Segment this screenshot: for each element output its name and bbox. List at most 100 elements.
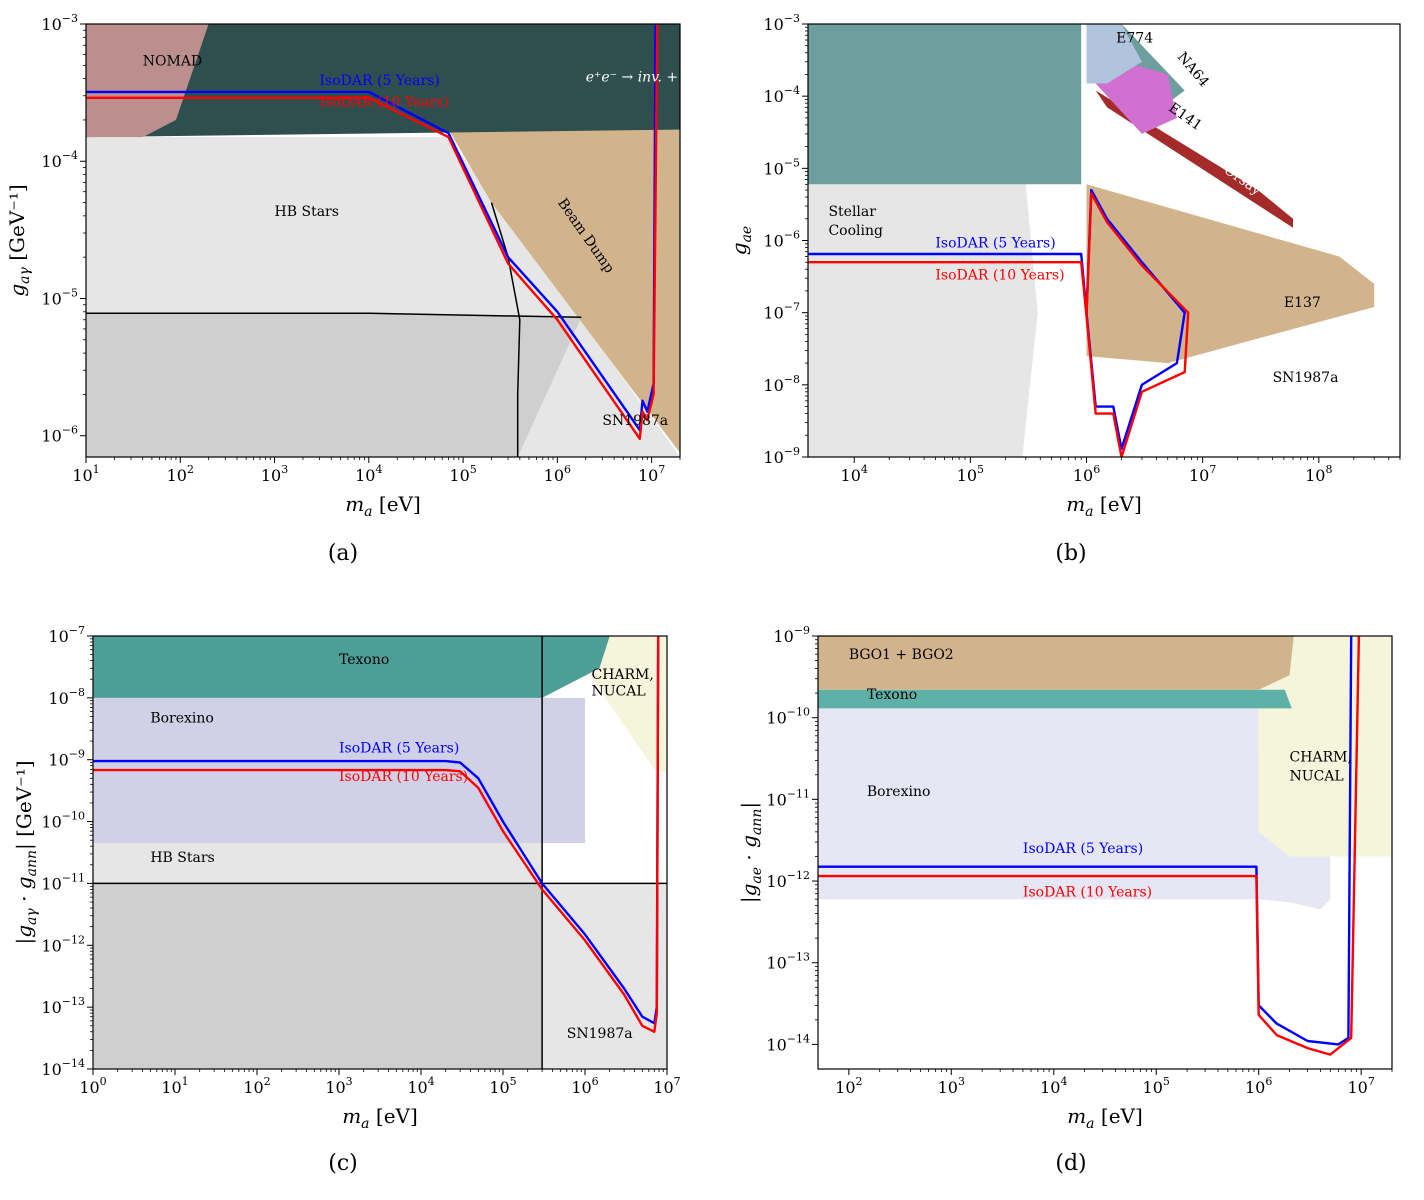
annotation-b-0: Stellar	[828, 204, 876, 220]
annotation-b-2: E774	[1116, 31, 1153, 47]
plot-area-d: BGO1 + BGO2 Texono Borexino CHARM, NUCAL IsoD…	[818, 636, 1392, 1069]
x-tick-label-a-4: 105	[449, 463, 476, 485]
panel-caption-c: (c)	[328, 1151, 358, 1176]
y-tick-label-b-1: 10−8	[763, 373, 800, 395]
axes-frame-a	[85, 23, 681, 458]
y-tick-label-c-7: 10−7	[48, 624, 85, 646]
y-tick-label-c-6: 10−8	[48, 686, 85, 708]
series-line-a-1	[86, 24, 659, 440]
y-tick-label-c-0: 10−14	[41, 1057, 85, 1079]
annotation-a-1: HB Stars	[275, 204, 339, 220]
annotation-b-8: IsoDAR (5 Years)	[935, 235, 1055, 251]
x-tick-label-a-2: 103	[261, 463, 288, 485]
region-b-1	[1086, 83, 1375, 364]
region-d-2	[818, 689, 1292, 709]
x-axis-label-c: ma [eV]	[342, 1104, 418, 1132]
region-b-6	[1086, 24, 1142, 84]
x-tick-label-c-6: 106	[571, 1075, 598, 1097]
annotation-d-3: CHARM,	[1290, 750, 1352, 766]
y-axis-label-a: gaγ [GeV⁻¹]	[5, 184, 33, 296]
x-tick-label-b-3: 107	[1189, 463, 1216, 485]
annotation-a-4: e⁺e⁻ → inv. + γ	[586, 70, 692, 86]
x-tick-label-b-2: 106	[1073, 463, 1100, 485]
y-tick-label-a-0: 10−6	[41, 424, 78, 446]
x-tick-label-c-4: 104	[407, 1075, 434, 1097]
y-tick-label-b-0: 10−9	[763, 445, 800, 467]
axes-frame-c	[92, 635, 668, 1070]
x-tick-label-a-1: 102	[167, 463, 194, 485]
annotation-b-6: E137	[1284, 295, 1321, 311]
series-line-b-1	[808, 192, 1190, 457]
x-tick-label-c-5: 105	[489, 1075, 516, 1097]
y-tick-label-d-3: 10−11	[766, 787, 810, 809]
region-c-1	[542, 883, 667, 1069]
annotation-a-2: SN1987a	[602, 413, 668, 429]
y-tick-label-b-5: 10−4	[763, 84, 800, 106]
y-tick-label-a-1: 10−5	[41, 286, 78, 308]
region-b-2	[808, 24, 1082, 185]
annotation-b-7: SN1987a	[1273, 370, 1339, 386]
panel-c: Texono Borexino HB Stars SN1987a CHARM,NUCAL…	[12, 624, 681, 1176]
panel-d: BGO1 + BGO2 Texono Borexino CHARM, NUCAL IsoD…	[737, 624, 1393, 1176]
x-axis-label-b: ma [eV]	[1066, 492, 1142, 520]
x-tick-label-c-1: 101	[161, 1075, 188, 1097]
y-tick-label-d-2: 10−12	[766, 869, 810, 891]
annotation-d-0: BGO1 + BGO2	[849, 647, 954, 663]
x-tick-label-d-3: 105	[1143, 1075, 1170, 1097]
y-axis-label-b: gae	[727, 226, 755, 255]
x-tick-label-c-2: 102	[243, 1075, 270, 1097]
region-d-3	[818, 636, 1294, 690]
panel-caption-b: (b)	[1055, 541, 1086, 566]
axes-frame-d	[817, 635, 1393, 1070]
x-tick-label-d-0: 102	[835, 1075, 862, 1097]
region-b-0	[808, 184, 1038, 457]
panel-caption-a: (a)	[328, 541, 358, 566]
x-tick-label-c-7: 107	[653, 1075, 680, 1097]
series-line-d-0	[818, 636, 1353, 1046]
y-tick-label-b-3: 10−6	[763, 229, 800, 251]
y-tick-label-d-5: 10−9	[773, 624, 810, 646]
annotation-b-1: Cooling	[828, 223, 883, 239]
y-tick-label-c-1: 10−13	[41, 995, 85, 1017]
annotation-c-4: CHARM,	[591, 667, 653, 683]
annotation-d-5: IsoDAR (5 Years)	[1023, 841, 1143, 857]
x-tick-label-b-4: 108	[1305, 463, 1332, 485]
annotation-d-1: Texono	[867, 687, 917, 703]
y-tick-label-a-2: 10−4	[41, 149, 78, 171]
annotation-b-9: IsoDAR (10 Years)	[935, 267, 1064, 283]
x-tick-label-c-0: 100	[79, 1075, 106, 1097]
annotation-a-5: IsoDAR (5 Years)	[320, 73, 440, 89]
x-tick-label-d-5: 107	[1347, 1075, 1374, 1097]
y-tick-label-c-5: 10−9	[48, 748, 85, 770]
x-tick-label-a-3: 104	[355, 463, 382, 485]
region-c-2	[93, 883, 543, 1069]
y-tick-label-b-6: 10−3	[763, 12, 800, 34]
annotation-c-7: IsoDAR (10 Years)	[339, 769, 468, 785]
annotation-d-2: Borexino	[867, 784, 931, 800]
y-tick-label-c-4: 10−10	[41, 810, 85, 832]
x-tick-label-a-0: 101	[72, 463, 99, 485]
panel-b: StellarCoolingE774NA64E141OrsayE137SN198…	[727, 12, 1401, 566]
region-a-3	[86, 24, 680, 138]
x-tick-label-d-4: 106	[1245, 1075, 1272, 1097]
series-line-d-1	[818, 636, 1361, 1056]
annotation-c-5: NUCAL	[591, 683, 645, 699]
x-tick-label-a-6: 107	[638, 463, 665, 485]
y-tick-label-d-4: 10−10	[766, 706, 810, 728]
x-tick-label-c-3: 103	[325, 1075, 352, 1097]
x-axis-label-a: ma [eV]	[345, 492, 421, 520]
y-axis-label-c: |gaγ · gann| [GeV⁻¹]	[12, 760, 40, 944]
annotation-a-6: IsoDAR (10 Years)	[320, 95, 449, 111]
x-tick-label-a-5: 106	[544, 463, 571, 485]
y-tick-label-c-3: 10−11	[41, 871, 85, 893]
region-a-4	[86, 24, 209, 138]
region-c-5	[93, 636, 610, 698]
region-d-0	[818, 708, 1331, 910]
annotation-c-3: SN1987a	[567, 1026, 633, 1042]
annotation-c-2: HB Stars	[150, 850, 214, 866]
region-c-4	[585, 636, 667, 774]
y-tick-label-b-2: 10−7	[763, 301, 800, 323]
